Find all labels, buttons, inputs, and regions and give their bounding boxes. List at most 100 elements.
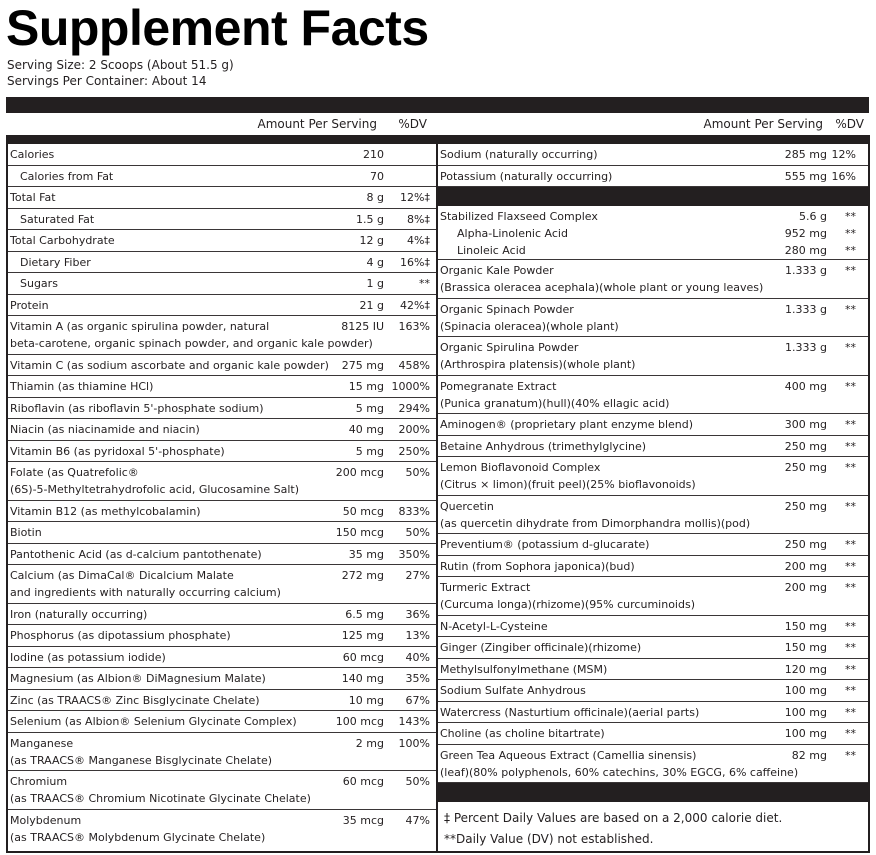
nutrient-line: Selenium (as Albion® Selenium Glycinate … [8, 713, 436, 730]
nutrient-line: Dietary Fiber 4 g 16%‡ [8, 254, 436, 271]
nutrient-dv: 67% [405, 693, 430, 707]
nutrient-dv: 13% [405, 629, 430, 642]
nutrient-name: Preventium® (potassium d-glucarate) [440, 538, 650, 551]
nutrient-line: Phosphorus (as dipotassium phosphate) 125… [8, 627, 436, 644]
nutrient-dv: 833% [398, 504, 430, 518]
nutrient-name: Riboflavin (as riboflavin 5'-phosphate s… [10, 401, 264, 415]
nutrient-line: Vitamin B6 (as pyridoxal 5'-phosphate) 5 … [8, 443, 436, 460]
nutrient-amount: 150 mcg [335, 526, 384, 539]
nutrient-subline: (as TRAACS® Manganese Bisglycinate Chela… [8, 752, 436, 769]
nutrient-name: Betaine Anhydrous (trimethylglycine) [440, 439, 647, 453]
nutrient-amount: 300 mg [784, 418, 827, 431]
nutrient-amount: 400 mg [784, 379, 827, 393]
nutrient-row: Chromium 60 mcg 50% (as TRAACS® Chromium Ni… [8, 771, 436, 810]
nutrient-dv: ** [419, 277, 430, 290]
nutrient-row: Vitamin B12 (as methylcobalamin) 50 mcg 83… [8, 501, 436, 522]
nutrient-name: Choline (as choline bitartrate) [440, 727, 605, 740]
nutrient-name: Selenium (as Albion® Selenium Glycinate … [10, 715, 297, 728]
nutrient-dv: ** [845, 264, 856, 277]
nutrient-amount: 1.333 g [785, 302, 827, 316]
nutrient-name: N-Acetyl-L-Cysteine [440, 619, 548, 633]
nutrient-name: Iron (naturally occurring) [10, 607, 148, 621]
nutrient-name: Phosphorus (as dipotassium phosphate) [10, 629, 231, 642]
nutrient-line: Rutin (from Sophora japonica)(bud) 200 mg… [438, 558, 868, 575]
nutrient-row: Magnesium (as Albion® DiMagnesium Malate… [8, 668, 436, 690]
nutrient-subline: beta-carotene, organic spinach powder, a… [8, 335, 436, 352]
nutrient-name: (6S)-5-Methyltetrahydrofolic acid, Gluco… [10, 483, 300, 496]
amount-header: Amount Per Serving [703, 117, 823, 131]
nutrient-dv: 27% [405, 569, 430, 582]
nutrient-dv: ** [845, 461, 856, 474]
nutrient-dv: 458% [398, 358, 430, 372]
nutrient-amount: 70 [370, 169, 384, 183]
nutrient-name: Rutin (from Sophora japonica)(bud) [440, 559, 635, 573]
nutrient-dv: 50% [405, 775, 430, 788]
nutrient-row: Saturated Fat 1.5 g 8%‡ [8, 209, 436, 230]
nutrient-dv: ** [845, 439, 856, 453]
nutrient-line: Molybdenum 35 mcg 47% [8, 812, 436, 829]
nutrient-amount: 200 mg [784, 559, 827, 573]
nutrient-line: Sugars 1 g ** [8, 275, 436, 292]
nutrient-amount: 250 mg [784, 538, 827, 551]
nutrient-dv: ** [845, 641, 856, 654]
nutrient-dv: 47% [405, 813, 430, 827]
nutrient-row: Folate (as Quatrefolic® 200 mcg 50% (6S)-5-… [8, 462, 436, 501]
left-nutrient-column: Calories 210 Calories from Fat 70 Total Fat 8… [6, 144, 438, 853]
nutrient-name: Saturated Fat [20, 212, 95, 226]
nutrient-name: Chromium [10, 775, 68, 788]
nutrient-name: Folate (as Quatrefolic® [10, 466, 139, 479]
nutrient-name: (as TRAACS® Manganese Bisglycinate Chela… [10, 753, 273, 767]
nutrient-subline: (leaf)(80% polyphenols, 60% catechins, 3… [438, 764, 868, 781]
nutrient-line: Manganese 2 mg 100% [8, 735, 436, 752]
nutrient-name: Aminogen® (proprietary plant enzyme blen… [440, 418, 694, 431]
nutrient-amount: 210 [363, 148, 384, 161]
nutrient-name: Sodium Sulfate Anhydrous [440, 684, 586, 697]
nutrient-row: Calories from Fat 70 [8, 166, 436, 187]
nutrient-amount: 10 mg [348, 693, 384, 707]
nutrient-line: Ginger (Zingiber officinale)(rhizome) 150… [438, 639, 868, 656]
nutrient-line: Betaine Anhydrous (trimethylglycine) 250 … [438, 438, 868, 455]
nutrient-line: Organic Spirulina Powder 1.333 g ** [438, 339, 868, 356]
page-title: Supplement Facts [6, 0, 429, 56]
nutrient-row: Pantothenic Acid (as d-calcium pantothen… [8, 544, 436, 565]
nutrient-dv: ** [845, 210, 856, 223]
nutrient-name: Iodine (as potassium iodide) [10, 650, 166, 664]
nutrient-dv: ** [845, 418, 856, 431]
nutrient-dv: ** [845, 499, 856, 513]
nutrient-row: Methylsulfonylmethane (MSM) 120 mg ** [438, 659, 868, 680]
nutrient-name: Protein [10, 298, 49, 312]
nutrient-amount: 40 mg [348, 423, 384, 436]
nutrient-line: Lemon Bioflavonoid Complex 250 mg ** [438, 459, 868, 476]
nutrient-row: Sugars 1 g ** [8, 273, 436, 295]
nutrient-row: Riboflavin (as riboflavin 5'-phosphate s… [8, 398, 436, 419]
nutrient-name: Molybdenum [10, 813, 82, 827]
nutrient-row: Quercetin 250 mg ** (as quercetin dihydrate… [438, 496, 868, 534]
nutrient-row: Sodium (naturally occurring) 285 mg 12% [438, 144, 868, 166]
nutrient-name: Zinc (as TRAACS® Zinc Bisglycinate Chela… [10, 693, 260, 707]
nutrient-line: Pomegranate Extract 400 mg ** [438, 378, 868, 395]
nutrient-name: Methylsulfonylmethane (MSM) [440, 662, 608, 676]
right-column-header: Amount Per Serving %DV [436, 113, 870, 135]
nutrient-name: Organic Kale Powder [440, 264, 554, 277]
nutrient-line: Protein 21 g 42%‡ [8, 297, 436, 314]
nutrient-dv: ** [845, 705, 856, 719]
nutrient-row: Total Carbohydrate 12 g 4%‡ [8, 230, 436, 252]
nutrient-amount: 1.333 g [785, 341, 827, 354]
nutrient-dv: 12%‡ [400, 191, 430, 204]
nutrient-row: Calcium (as DimaCal® Dicalcium Malate 272… [8, 565, 436, 604]
nutrient-amount: 100 mcg [335, 715, 384, 728]
nutrient-line: Potassium (naturally occurring) 555 mg 16% [438, 168, 868, 185]
nutrient-name: Vitamin C (as sodium ascorbate and organ… [10, 358, 329, 372]
nutrient-row: Iron (naturally occurring) 6.5 mg 36% [8, 604, 436, 625]
nutrient-row: Biotin 150 mcg 50% [8, 522, 436, 544]
nutrient-row: Sodium Sulfate Anhydrous 100 mg ** [438, 680, 868, 702]
nutrient-name: Organic Spinach Powder [440, 302, 574, 316]
nutrient-line: Chromium 60 mcg 50% [8, 773, 436, 790]
section-divider-bar [438, 783, 868, 802]
nutrient-dv: ** [845, 619, 856, 633]
nutrient-subline: (as TRAACS® Chromium Nicotinate Glycinat… [8, 790, 436, 807]
nutrient-row: Ginger (Zingiber officinale)(rhizome) 150… [438, 637, 868, 659]
nutrient-name: Organic Spirulina Powder [440, 341, 579, 354]
nutrient-amount: 1.333 g [785, 264, 827, 277]
nutrient-name: Quercetin [440, 499, 494, 513]
